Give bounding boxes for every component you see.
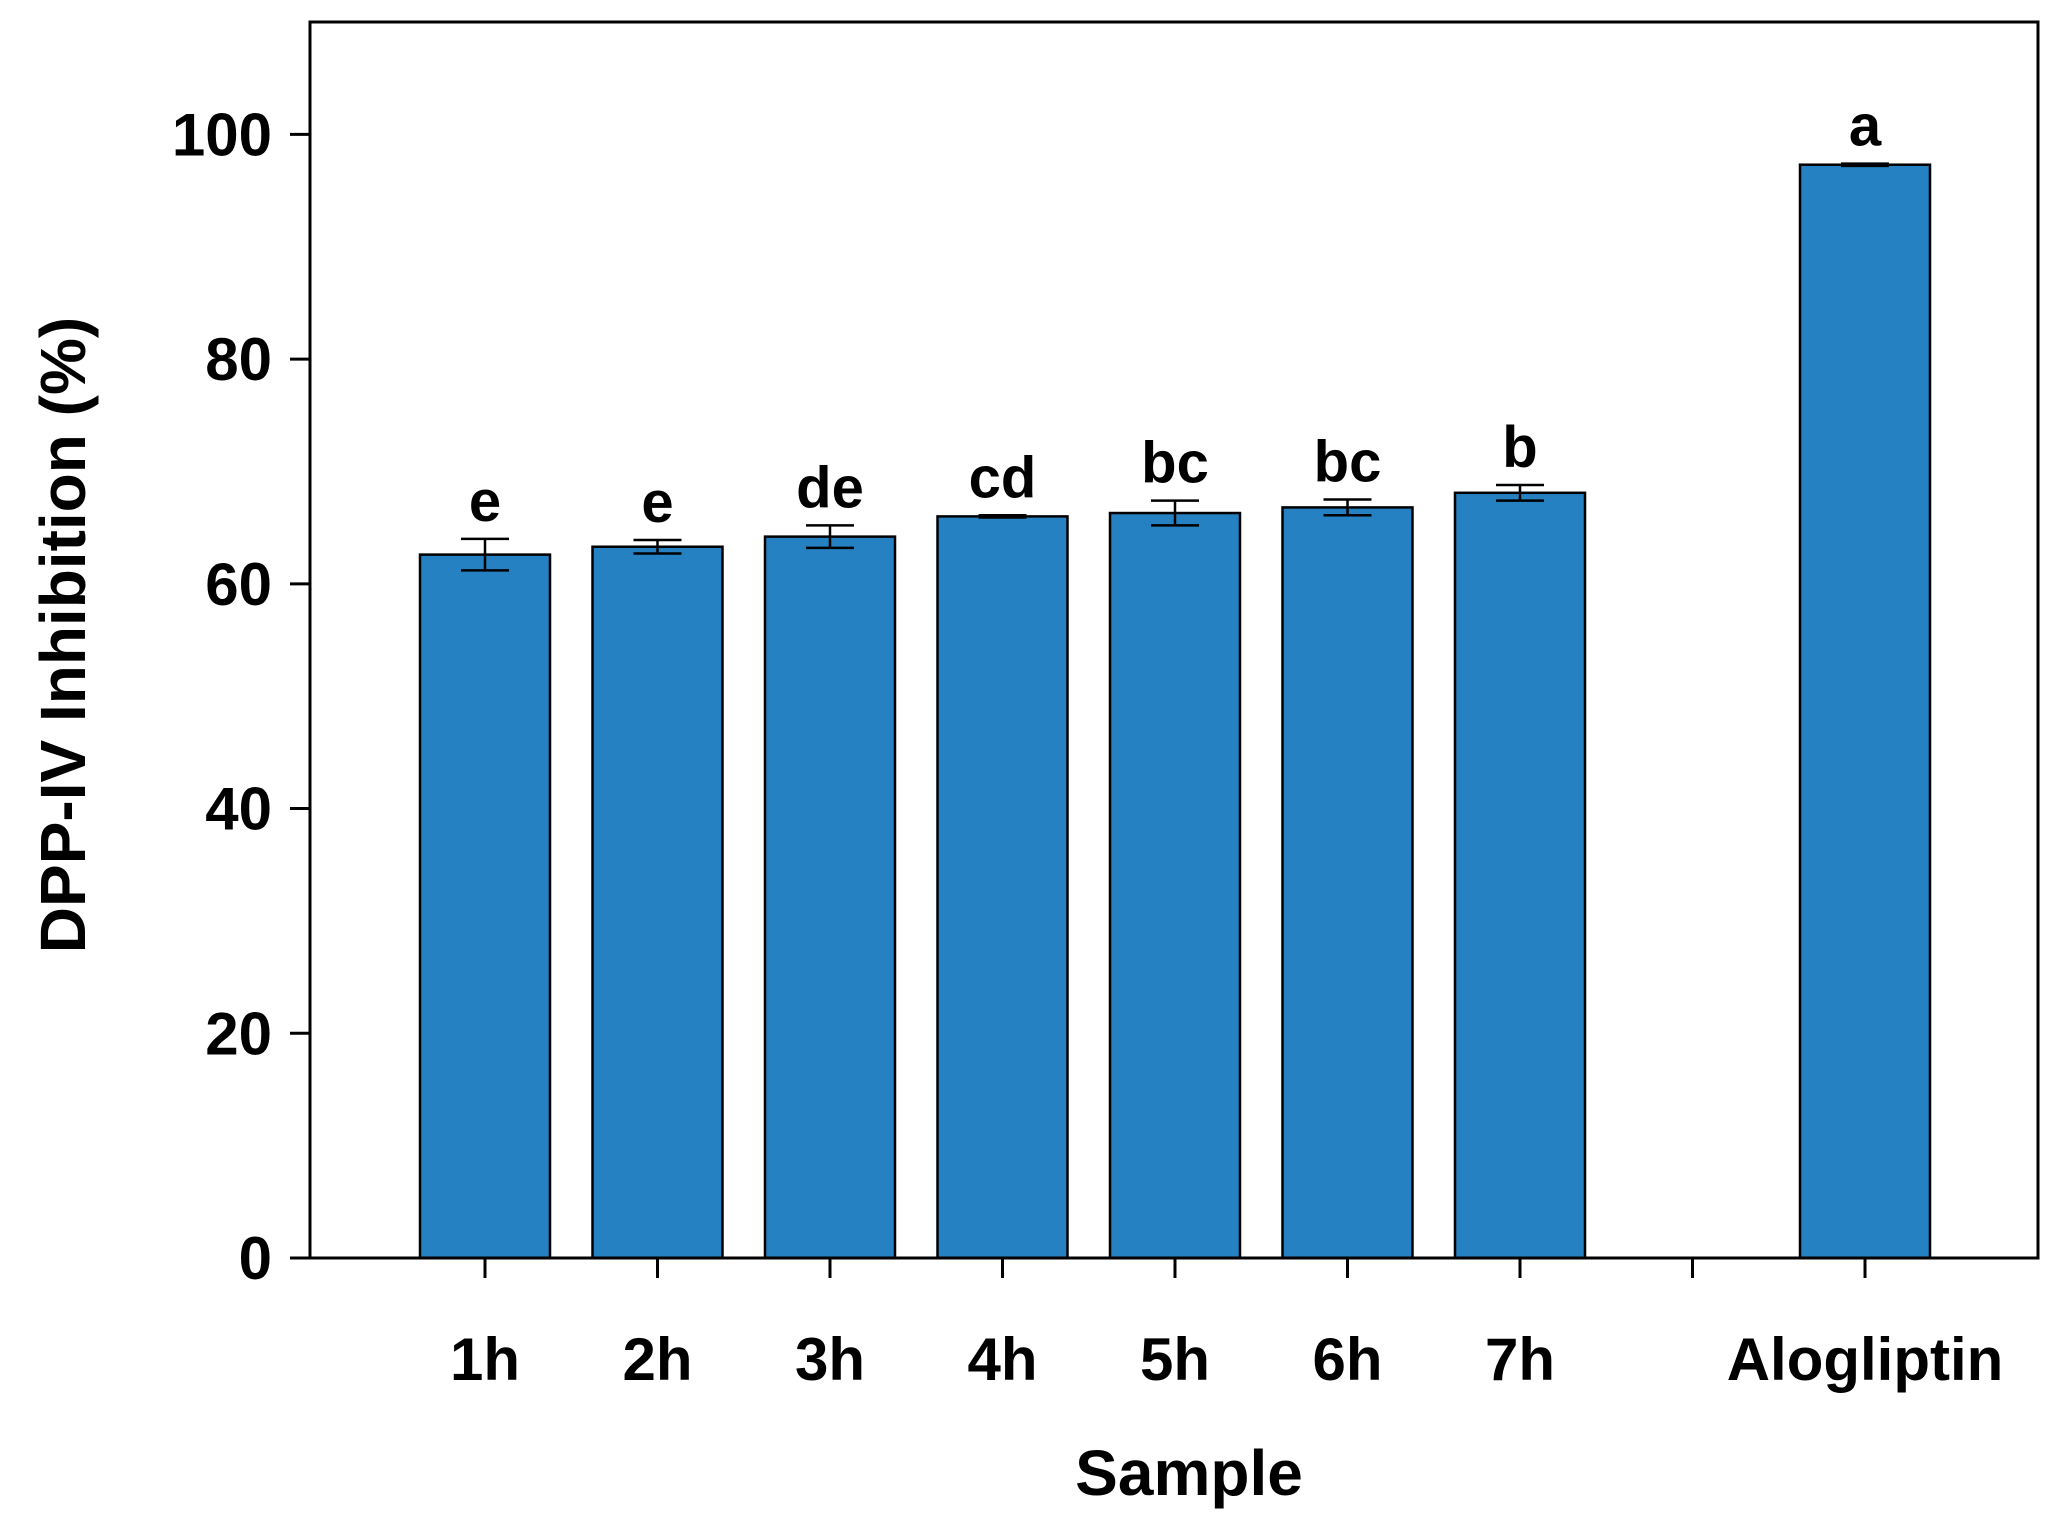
- bar: [1453, 491, 1587, 1260]
- significance-label: e: [641, 470, 673, 535]
- y-tick-label: 20: [205, 1000, 272, 1067]
- x-tick-label: 4h: [967, 1326, 1037, 1393]
- bar: [1798, 163, 1932, 1260]
- y-tick-label: 100: [172, 101, 272, 168]
- y-tick-label: 60: [205, 551, 272, 618]
- bar: [763, 535, 897, 1260]
- x-tick-label: 6h: [1312, 1326, 1382, 1393]
- bar: [936, 515, 1069, 1260]
- x-axis-ticks: 1h 2h 3h 4h 5h 6h 7h Alogliptin: [450, 1258, 2003, 1393]
- x-axis-title: Sample: [1075, 1437, 1303, 1509]
- bars-group: [418, 163, 1932, 1260]
- significance-label: a: [1849, 94, 1882, 159]
- significance-label: bc: [1141, 431, 1209, 496]
- x-tick-label: 5h: [1140, 1326, 1210, 1393]
- significance-label: de: [796, 455, 864, 520]
- x-tick-label: 2h: [622, 1326, 692, 1393]
- significance-label: bc: [1314, 430, 1382, 495]
- bar: [1281, 506, 1414, 1260]
- x-tick-label: 3h: [795, 1326, 865, 1393]
- x-tick-label: Alogliptin: [1727, 1326, 2004, 1393]
- significance-label: cd: [969, 445, 1037, 510]
- y-tick-label: 0: [239, 1225, 272, 1292]
- bar: [1108, 511, 1242, 1260]
- bar: [591, 545, 724, 1260]
- error-bars-group: [461, 162, 1889, 572]
- x-tick-label: 7h: [1485, 1326, 1555, 1393]
- significance-labels-group: e e de cd bc bc b a: [469, 94, 1882, 535]
- y-axis-ticks: 0 20 40 60 80 100: [172, 101, 310, 1292]
- bar: [418, 553, 552, 1260]
- y-axis-title: DPP-IV Inhibition (%): [27, 317, 99, 953]
- y-tick-label: 40: [205, 776, 272, 843]
- significance-label: b: [1502, 415, 1537, 480]
- y-tick-label: 80: [205, 326, 272, 393]
- significance-label: e: [469, 469, 501, 534]
- x-tick-label: 1h: [450, 1326, 520, 1393]
